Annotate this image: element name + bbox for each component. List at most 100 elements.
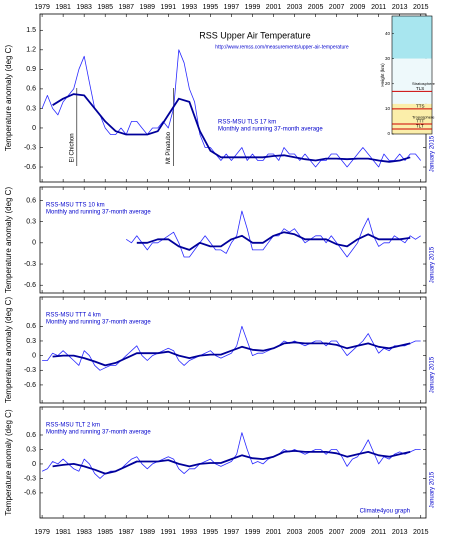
date-label: January 2015 [430,135,436,172]
x-tick-label: 1985 [97,4,113,11]
average-line [136,231,411,251]
y-tick-label: 0.3 [26,446,36,453]
x-tick-label: 2003 [287,529,303,536]
date-label: January 2015 [430,246,436,283]
inset-frame [391,15,433,135]
y-axis-label: Temperature anomaly (deg C) [4,187,13,294]
y-tick-label: 0 [32,125,36,132]
x-tick-label: 2007 [329,529,345,536]
x-tick-label: 2011 [371,529,386,536]
x-tick-label: 1991 [161,4,177,11]
inset-tick-label: 20 [385,81,391,86]
inset-layer-label: TLS [416,86,424,91]
y-tick-label: 0 [32,461,36,468]
y-tick-label: 0.3 [26,105,36,112]
y-tick-label: -0.3 [24,144,36,151]
average-line [52,93,411,163]
average-line [52,341,411,367]
series-label: RSS-MSU TLS 17 km [218,120,276,126]
x-tick-label: 2009 [350,4,366,11]
credit: Climate4you graph [360,509,410,515]
x-tick-label: 1987 [118,529,134,536]
y-tick-label: 0.3 [26,218,36,225]
y-axis-label: Temperature anomaly (deg C) [4,297,13,404]
x-tick-label: 2009 [350,529,366,536]
event-label: El Chichon [69,133,75,162]
x-tick-label: 1997 [224,4,240,11]
x-tick-label: 1981 [55,529,71,536]
inset-axis-label: Height (km) [380,63,385,87]
series-label: RSS-MSU TTT 4 km [46,313,101,319]
y-tick-label: 0.6 [26,323,36,330]
plot-frame [39,406,427,519]
date-label: January 2015 [430,471,436,508]
y-tick-label: 0 [32,352,36,359]
y-tick-label: 0.6 [26,197,36,204]
inset-zone: Troposphere [412,115,435,120]
x-tick-label: 1985 [97,529,113,536]
x-tick-label: 1997 [224,529,240,536]
inset-tick-label: 30 [385,56,391,61]
x-tick-label: 2003 [287,4,303,11]
average-line [52,450,411,475]
inset-sky [392,16,432,59]
monthly-line [41,49,422,168]
inset-mid [392,58,432,104]
x-tick-label: 1995 [203,529,219,536]
series-note: Monthly and running 37-month average [46,210,151,216]
y-tick-label: 0.9 [26,66,36,73]
x-tick-label: 2007 [329,4,345,11]
series-note: Monthly and running 37-month average [46,430,151,436]
inset-zone: Stratosphere [412,81,436,86]
x-tick-label: 1979 [34,529,50,536]
inset-tick-label: 0 [387,131,390,136]
y-tick-label: -0.6 [24,164,36,171]
x-tick-label: 1983 [76,4,92,11]
y-tick-label: 0.6 [26,432,36,439]
x-tick-label: 1989 [139,529,155,536]
series-label: RSS-MSU TLT 2 km [46,423,100,429]
inset-tick-label: 10 [385,106,391,111]
x-tick-label: 1991 [161,529,177,536]
x-tick-label: 1987 [118,4,134,11]
x-tick-label: 2011 [371,4,386,11]
y-tick-label: -0.3 [24,367,36,374]
x-tick-label: 1981 [55,4,71,11]
x-tick-label: 1993 [182,4,198,11]
inset-layer-label: TLT [416,124,424,129]
x-tick-label: 1983 [76,529,92,536]
y-axis-label: Temperature anomaly (deg C) [4,409,13,516]
x-tick-label: 2001 [266,4,282,11]
y-axis-label: Temperature anomaly (deg C) [4,45,13,152]
y-tick-label: 0.3 [26,338,36,345]
series-note: Monthly and running 37-month average [218,127,323,133]
y-tick-label: 1.5 [26,27,36,34]
x-tick-label: 1993 [182,529,198,536]
y-tick-label: 0 [32,240,36,247]
plot-frame [39,186,427,294]
inset-tick-label: 40 [385,31,391,36]
chart-title: RSS Upper Air Temperature [199,30,310,40]
inset-layer-label: TTS [416,104,425,109]
x-tick-label: 2001 [266,529,282,536]
x-tick-label: 2015 [413,529,429,536]
y-tick-label: -0.6 [24,382,36,389]
x-tick-label: 1995 [203,4,219,11]
x-tick-label: 2005 [308,4,324,11]
series-note: Monthly and running 37-month average [46,320,151,326]
x-tick-label: 2015 [413,4,429,11]
y-tick-label: -0.6 [24,282,36,289]
event-label: Mt Pinatubo [166,131,172,164]
chart-subtitle: http://www.remss.com/measurements/upper-… [215,44,349,50]
y-tick-label: -0.6 [24,490,36,497]
y-tick-label: -0.3 [24,475,36,482]
y-tick-label: 0.6 [26,86,36,93]
x-tick-label: 2013 [392,4,408,11]
x-tick-label: 2005 [308,529,324,536]
inset-layer-label: TTT [416,119,424,124]
x-tick-label: 1989 [139,4,155,11]
x-tick-label: 1999 [245,4,261,11]
y-tick-label: 1.2 [26,47,36,54]
x-tick-label: 1999 [245,529,261,536]
